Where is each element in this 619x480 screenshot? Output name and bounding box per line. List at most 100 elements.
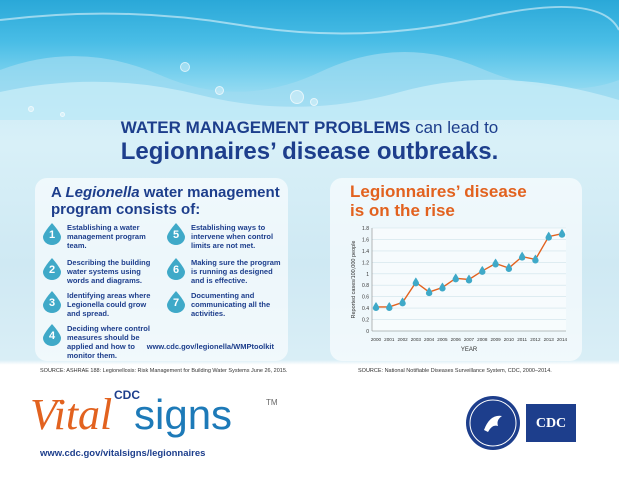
bubble-1 [290,90,304,104]
data-point [425,287,433,297]
toolkit-link[interactable]: www.cdc.gov/legionella/WMPtoolkit [146,342,274,351]
step-number: 3 [48,297,56,309]
step-text: Deciding where control measures should b… [67,324,150,360]
x-tick-label: 2006 [451,337,462,342]
headline: WATER MANAGEMENT PROBLEMS can lead to Le… [0,118,619,166]
step-text: Establishing a water management program … [67,223,146,250]
data-point [386,301,393,311]
step-7: 7 Documenting and communicating all the … [167,291,282,318]
program-card-title: A Legionella water management program co… [51,184,280,218]
step-text: Documenting and communicating all the ac… [191,291,271,318]
data-point [558,228,566,238]
data-point [545,231,552,241]
x-tick-label: 2012 [530,337,541,342]
y-tick-label: 1.4 [362,249,369,255]
water-drop-icon: 4 [43,324,61,346]
y-tick-label: 0.6 [362,295,369,301]
step-number: 5 [172,229,180,241]
water-drop-icon: 6 [167,258,185,280]
data-point [505,263,513,273]
water-drop-icon: 3 [43,291,61,313]
x-tick-label: 2008 [477,337,488,342]
x-tick-label: 2014 [557,337,568,342]
y-tick-label: 1.2 [362,260,369,266]
y-tick-label: 1 [366,272,369,278]
x-tick-label: 2011 [517,337,527,342]
water-drop-icon: 5 [167,223,185,245]
y-tick-label: 1.6 [362,237,369,243]
data-point [439,282,446,292]
hhs-seal-icon [466,396,520,450]
data-point [465,274,473,284]
step-3: 3 Identifying areas where Legionella cou… [43,291,158,318]
y-axis-label: Reported cases/100,000 people [351,241,357,319]
step-1: 1 Establishing a water management progra… [43,223,158,250]
y-tick-label: 0.2 [362,318,369,324]
data-point [412,277,420,287]
step-text: Making sure the program is running as de… [191,258,281,285]
right-source: SOURCE: National Notifiable Diseases Sur… [358,368,552,374]
x-tick-label: 2002 [397,337,408,342]
vitalsigns-link[interactable]: www.cdc.gov/vitalsigns/legionnaires [40,448,206,459]
title-suffix: water management [139,184,280,201]
step-text: Describing the building water systems us… [67,258,151,285]
water-header-image [0,0,619,120]
data-point [399,297,406,307]
step-number: 1 [48,229,56,241]
data-point [532,254,539,264]
data-point [479,265,486,275]
data-point [372,301,380,311]
y-tick-label: 0 [366,329,369,335]
x-tick-label: 2013 [544,337,555,342]
step-4: 4 Deciding where control measures should… [43,324,158,360]
water-drop-icon: 1 [43,223,61,245]
step-2: 2 Describing the building water systems … [43,258,158,285]
headline-line-2: Legionnaires’ disease outbreaks. [120,138,499,165]
cdc-badge: CDC [526,404,576,442]
step-text: Identifying areas where Legionella could… [67,291,151,318]
eagle-icon [469,399,517,447]
logo-signs: signs [134,391,233,438]
step-number: 6 [172,264,180,276]
headline-emphasis: WATER MANAGEMENT PROBLEMS [120,118,411,137]
data-point [452,273,459,283]
bubble-5 [28,106,34,112]
vitalsigns-logo: Vital CDC signs TM [30,388,290,440]
x-tick-label: 2007 [464,337,475,342]
headline-line-1: WATER MANAGEMENT PROBLEMS can lead to [0,118,619,138]
headline-suffix: can lead to [410,118,499,137]
x-axis-label: YEAR [461,347,478,353]
chart-title-line-2: is on the rise [350,201,455,220]
step-number: 2 [48,264,56,276]
bubble-3 [215,86,224,95]
bubble-6 [60,112,65,117]
y-tick-label: 0.4 [362,306,369,312]
step-number: 4 [48,330,56,342]
logo-cdc-small: CDC [114,388,140,402]
water-drop-icon: 7 [167,291,185,313]
title-line-2: program consists of: [51,201,201,218]
y-tick-label: 0.8 [362,283,369,289]
x-tick-label: 2005 [437,337,448,342]
water-wave-graphic [0,5,619,120]
x-tick-label: 2000 [371,337,382,342]
cdc-badge-text: CDC [535,416,567,431]
step-text: Establishing ways to intervene when cont… [191,223,274,250]
x-tick-label: 2003 [411,337,422,342]
water-drop-icon: 2 [43,258,61,280]
y-tick-label: 1.8 [362,226,369,232]
program-card: A Legionella water management program co… [35,178,288,361]
left-source: SOURCE: ASHRAE 188: Legionellosis: Risk … [40,368,288,374]
title-prefix: A [51,184,66,201]
step-5: 5 Establishing ways to intervene when co… [167,223,282,250]
x-tick-label: 2009 [490,337,501,342]
title-italic: Legionella [65,184,140,201]
x-tick-label: 2004 [424,337,435,342]
bubble-4 [180,62,190,72]
step-number: 7 [172,297,180,309]
x-tick-label: 2001 [384,337,395,342]
chart-card: Legionnaires’ disease is on the rise 0 0.… [330,178,582,361]
logo-vital: Vital [30,390,113,439]
